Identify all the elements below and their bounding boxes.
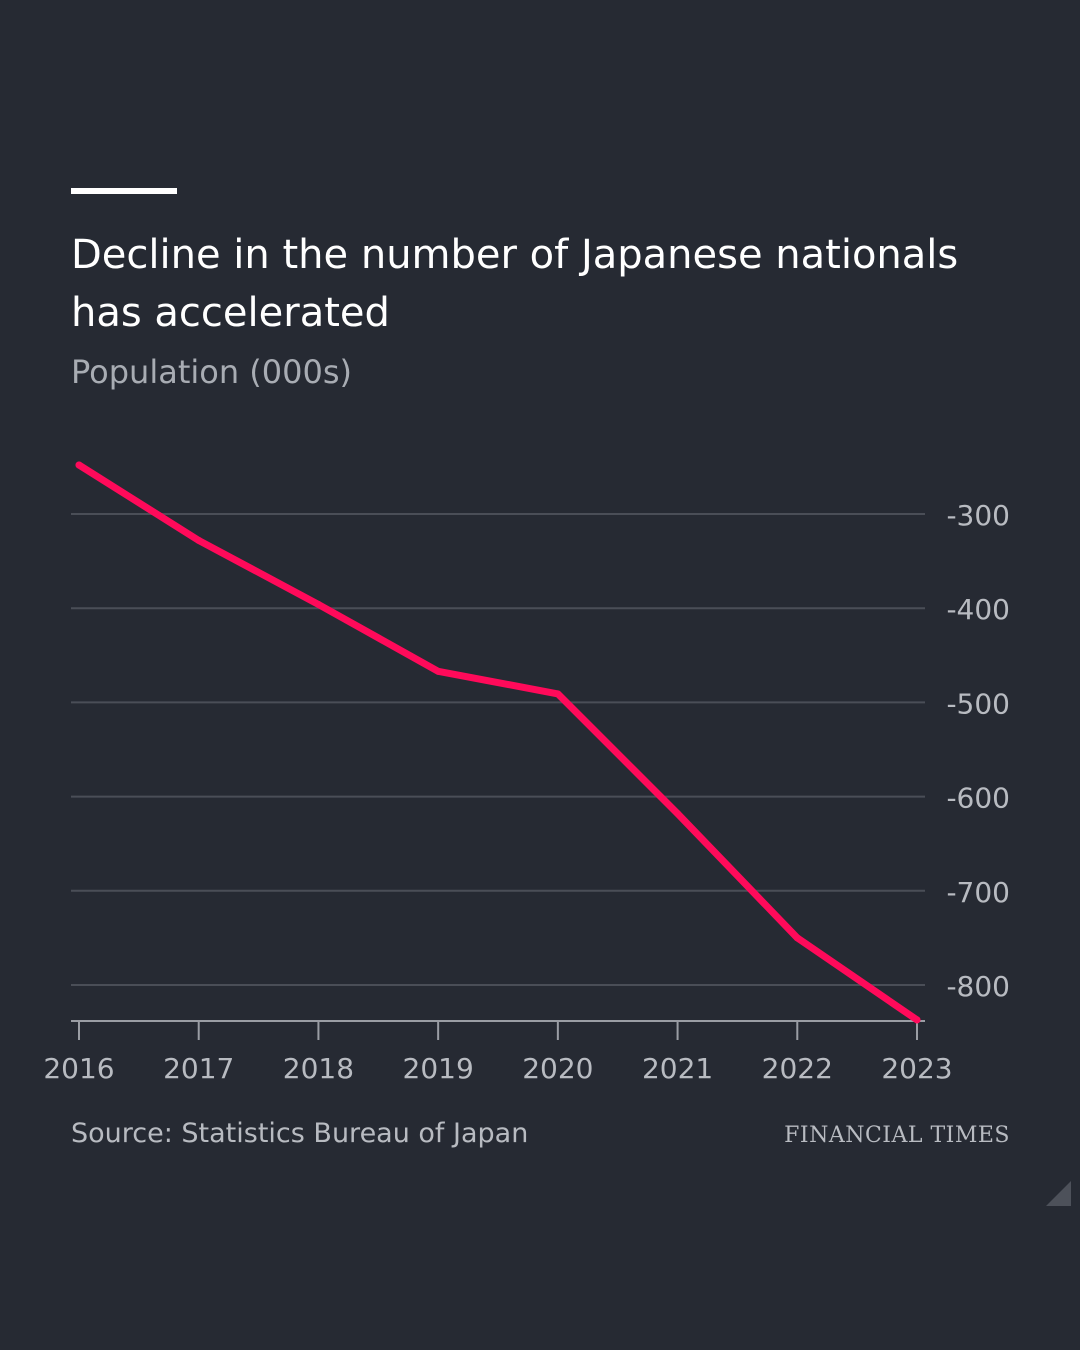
x-tick-label: 2023 (881, 1052, 952, 1085)
y-axis-tick-labels: -300 -400 -500 -600 -700 -800 (946, 499, 1010, 1003)
data-point (674, 810, 682, 818)
data-point (554, 690, 562, 698)
x-tick-label: 2019 (403, 1052, 474, 1085)
x-tick-label: 2021 (642, 1052, 713, 1085)
chart-subtitle: Population (000s) (71, 353, 353, 391)
x-tick-label: 2017 (163, 1052, 234, 1085)
data-point (434, 667, 442, 675)
series-line (75, 461, 921, 1024)
header-rule (71, 188, 177, 194)
x-axis: 2016 2017 2018 2019 2020 2021 2022 2023 (43, 1020, 953, 1085)
y-tick-label: -700 (946, 876, 1010, 909)
data-point (314, 600, 322, 608)
data-point (195, 536, 203, 544)
data-point (913, 1016, 921, 1024)
publisher-logo: FINANCIAL TIMES (784, 1123, 1010, 1148)
x-tick-label: 2016 (43, 1052, 114, 1085)
y-tick-label: -300 (946, 499, 1010, 532)
x-tick-label: 2018 (283, 1052, 354, 1085)
y-tick-label: -800 (946, 970, 1010, 1003)
line-chart: -300-400-500-600-700-800 2016 2017 2018 201… (43, 461, 1010, 1085)
chart-title: Decline in the number of Japanese nation… (71, 232, 959, 336)
source-note: Source: Statistics Bureau of Japan (71, 1118, 529, 1149)
series-lines (75, 461, 921, 1024)
gridlines (71, 513, 925, 986)
data-point (793, 934, 801, 942)
y-tick-label: -500 (946, 687, 1010, 720)
corner-triangle-icon (1046, 1181, 1071, 1206)
data-point (75, 461, 83, 469)
x-tick-label: 2022 (762, 1052, 833, 1085)
y-tick-label: -400 (946, 593, 1010, 626)
y-tick-label: -600 (946, 782, 1010, 815)
x-tick-label: 2020 (522, 1052, 593, 1085)
